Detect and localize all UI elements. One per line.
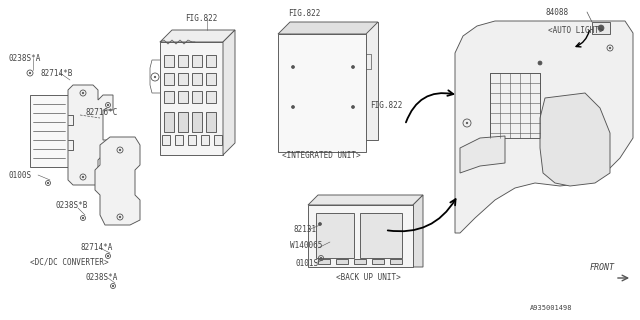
Polygon shape	[68, 85, 113, 185]
Circle shape	[154, 76, 156, 78]
Bar	[178, 73, 188, 85]
FancyArrowPatch shape	[388, 199, 456, 231]
Polygon shape	[413, 195, 423, 267]
Text: 82131: 82131	[293, 226, 316, 235]
Polygon shape	[278, 34, 366, 152]
Bar	[206, 55, 216, 67]
Bar	[192, 73, 202, 85]
Polygon shape	[460, 136, 505, 173]
Circle shape	[351, 106, 355, 108]
Text: A935001498: A935001498	[530, 305, 573, 311]
Polygon shape	[160, 42, 223, 155]
Bar	[360, 213, 402, 258]
Circle shape	[291, 66, 294, 68]
Circle shape	[82, 92, 84, 94]
Text: 0238S*A: 0238S*A	[85, 274, 117, 283]
Bar	[592, 22, 610, 34]
Text: FIG.822: FIG.822	[370, 100, 403, 109]
Bar	[192, 55, 202, 67]
Text: FIG.822: FIG.822	[288, 9, 321, 18]
Circle shape	[108, 144, 109, 146]
Bar	[164, 55, 174, 67]
Polygon shape	[278, 22, 378, 34]
Bar	[164, 91, 174, 103]
Circle shape	[47, 182, 49, 184]
Circle shape	[320, 257, 322, 259]
Bar	[201, 135, 209, 145]
Circle shape	[82, 217, 84, 219]
Circle shape	[538, 61, 542, 65]
Circle shape	[466, 122, 468, 124]
Circle shape	[29, 72, 31, 74]
Bar	[162, 135, 170, 145]
Text: 0101S: 0101S	[295, 259, 318, 268]
Text: <BACK UP UNIT>: <BACK UP UNIT>	[336, 274, 401, 283]
Circle shape	[291, 106, 294, 108]
Text: <DC/DC CONVERTER>: <DC/DC CONVERTER>	[30, 258, 109, 267]
Text: W140065: W140065	[290, 241, 323, 250]
Text: FIG.822: FIG.822	[185, 13, 218, 22]
Circle shape	[108, 255, 109, 257]
Text: 84088: 84088	[545, 7, 568, 17]
Circle shape	[609, 47, 611, 49]
Bar	[390, 259, 402, 264]
Circle shape	[319, 222, 321, 226]
Circle shape	[112, 285, 114, 287]
FancyArrowPatch shape	[576, 31, 589, 47]
Text: 0238S*A: 0238S*A	[8, 53, 40, 62]
Text: 82714*A: 82714*A	[80, 244, 113, 252]
Bar	[164, 73, 174, 85]
Bar	[372, 259, 384, 264]
Polygon shape	[290, 22, 378, 140]
Polygon shape	[223, 30, 235, 155]
Bar	[336, 259, 348, 264]
Bar	[192, 112, 202, 132]
Bar	[214, 135, 222, 145]
Text: FRONT: FRONT	[590, 263, 615, 273]
Bar	[188, 135, 196, 145]
Circle shape	[108, 104, 109, 106]
Text: 0238S*B: 0238S*B	[55, 201, 88, 210]
Polygon shape	[95, 137, 140, 225]
Bar	[178, 112, 188, 132]
Bar	[490, 73, 540, 138]
FancyArrowPatch shape	[406, 90, 453, 122]
Polygon shape	[160, 30, 235, 42]
Bar	[192, 91, 202, 103]
Text: <AUTO LIGHT>: <AUTO LIGHT>	[548, 26, 604, 35]
Bar	[175, 135, 183, 145]
Bar	[206, 91, 216, 103]
Text: 0100S: 0100S	[8, 171, 31, 180]
Bar	[354, 259, 366, 264]
Circle shape	[119, 149, 121, 151]
Circle shape	[598, 25, 604, 31]
Circle shape	[351, 66, 355, 68]
Bar	[178, 91, 188, 103]
Text: 82714*B: 82714*B	[40, 68, 72, 77]
Bar	[178, 55, 188, 67]
Polygon shape	[455, 21, 633, 233]
Bar	[206, 73, 216, 85]
Bar	[316, 213, 354, 258]
Bar	[164, 112, 174, 132]
Text: 82716*C: 82716*C	[85, 108, 117, 116]
Polygon shape	[308, 205, 413, 267]
Bar	[206, 112, 216, 132]
Polygon shape	[308, 195, 423, 205]
Circle shape	[82, 176, 84, 178]
Circle shape	[119, 216, 121, 218]
Bar	[318, 259, 330, 264]
Polygon shape	[540, 93, 610, 186]
Text: <INTEGRATED UNIT>: <INTEGRATED UNIT>	[282, 150, 360, 159]
Bar	[30, 95, 68, 167]
